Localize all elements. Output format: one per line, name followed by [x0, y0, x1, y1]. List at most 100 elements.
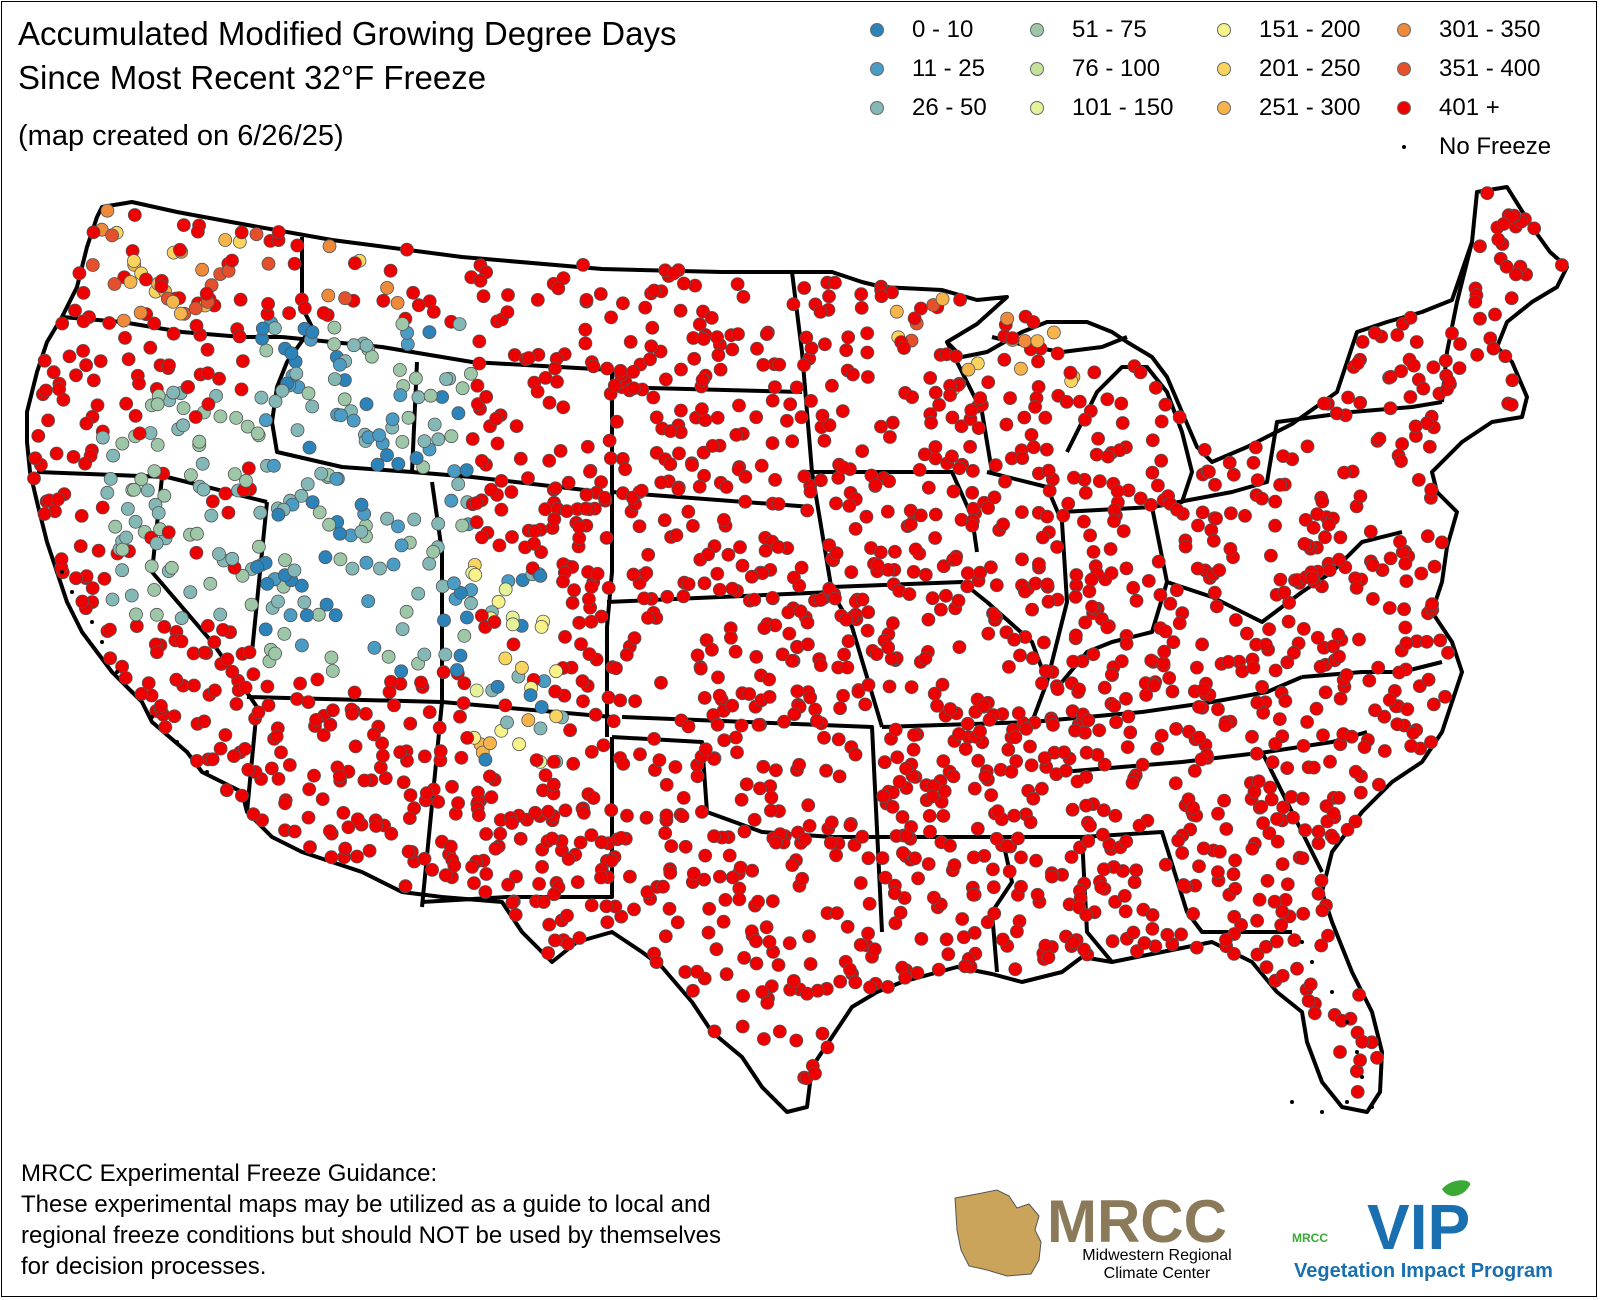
station-marker — [658, 826, 673, 840]
station-marker — [800, 986, 814, 1001]
station-marker — [1353, 1053, 1367, 1068]
station-marker — [290, 238, 305, 253]
station-marker — [376, 293, 391, 308]
station-marker — [1383, 551, 1398, 566]
station-marker — [1114, 396, 1129, 411]
station-marker — [600, 915, 615, 930]
station-marker — [1323, 754, 1337, 769]
station-marker — [197, 714, 212, 729]
station-marker — [795, 871, 810, 886]
station-marker — [438, 647, 453, 662]
station-marker — [1333, 1045, 1347, 1059]
station-marker — [966, 850, 981, 865]
station-marker — [707, 829, 721, 844]
station-marker — [902, 587, 917, 602]
station-marker — [1151, 478, 1165, 493]
legend-label: No Freeze — [1439, 133, 1552, 160]
station-marker — [772, 1024, 787, 1039]
station-marker — [406, 285, 421, 300]
station-marker — [90, 398, 105, 413]
station-marker — [359, 338, 374, 353]
station-marker — [1217, 793, 1231, 808]
station-marker — [274, 745, 288, 760]
station-marker — [785, 434, 800, 449]
station-marker — [1169, 722, 1183, 736]
station-marker — [411, 298, 426, 313]
station-marker — [302, 782, 317, 797]
station-marker — [457, 676, 472, 691]
station-marker — [315, 792, 330, 806]
station-marker — [293, 676, 308, 691]
station-marker — [1222, 455, 1237, 470]
station-marker — [1307, 1006, 1322, 1021]
station-marker — [744, 569, 759, 584]
station-marker — [846, 367, 860, 382]
station-marker — [717, 512, 731, 527]
station-marker — [348, 739, 363, 754]
station-marker — [73, 539, 88, 554]
station-marker — [380, 511, 395, 526]
station-marker — [1035, 530, 1050, 545]
station-marker — [815, 1026, 830, 1041]
station-marker — [246, 807, 261, 822]
station-marker — [1275, 904, 1290, 919]
station-marker — [290, 692, 304, 706]
station-marker — [127, 482, 142, 497]
no-freeze-marker — [60, 570, 64, 574]
station-marker — [533, 721, 548, 736]
station-marker — [973, 724, 987, 739]
station-marker — [867, 942, 882, 957]
station-marker — [484, 790, 499, 805]
station-marker — [1365, 558, 1380, 573]
station-marker — [1399, 636, 1414, 651]
station-marker — [494, 502, 509, 517]
station-marker — [162, 358, 176, 373]
station-marker — [354, 497, 369, 512]
no-freeze-marker — [130, 690, 134, 694]
station-marker — [305, 399, 320, 414]
station-marker — [783, 397, 798, 412]
station-marker — [742, 687, 757, 701]
station-marker — [332, 357, 347, 372]
station-marker — [750, 341, 764, 356]
station-marker — [590, 566, 605, 581]
station-marker — [150, 437, 165, 452]
station-marker — [235, 354, 250, 369]
station-marker — [380, 281, 395, 295]
station-marker — [870, 558, 885, 573]
station-marker — [399, 604, 414, 619]
station-marker — [1280, 877, 1295, 892]
station-marker — [364, 349, 379, 364]
station-marker — [1212, 844, 1227, 859]
station-marker — [958, 742, 973, 756]
vip-logo-tagline: Vegetation Impact Program — [1294, 1260, 1553, 1282]
station-marker — [803, 484, 818, 499]
station-marker — [417, 647, 432, 662]
station-marker — [918, 651, 933, 666]
station-marker — [322, 517, 337, 532]
station-marker — [207, 683, 222, 698]
station-marker — [1344, 729, 1359, 744]
station-marker — [686, 866, 701, 881]
station-marker — [990, 804, 1005, 819]
station-marker — [268, 646, 283, 661]
station-marker — [483, 736, 497, 751]
station-marker — [735, 558, 750, 573]
station-marker — [597, 490, 612, 505]
station-marker — [264, 761, 279, 776]
station-marker — [965, 518, 980, 533]
station-marker — [227, 467, 242, 482]
station-marker — [394, 538, 409, 553]
station-marker — [764, 790, 779, 805]
station-marker — [971, 753, 986, 768]
station-marker — [1133, 365, 1148, 380]
station-marker — [85, 581, 100, 596]
station-marker — [824, 815, 839, 830]
no-freeze-marker — [1290, 1100, 1294, 1104]
station-marker — [454, 750, 469, 765]
station-marker — [1326, 831, 1341, 845]
station-marker — [218, 486, 233, 501]
station-marker — [85, 258, 100, 272]
station-marker — [1005, 331, 1020, 346]
station-marker — [1078, 615, 1093, 630]
